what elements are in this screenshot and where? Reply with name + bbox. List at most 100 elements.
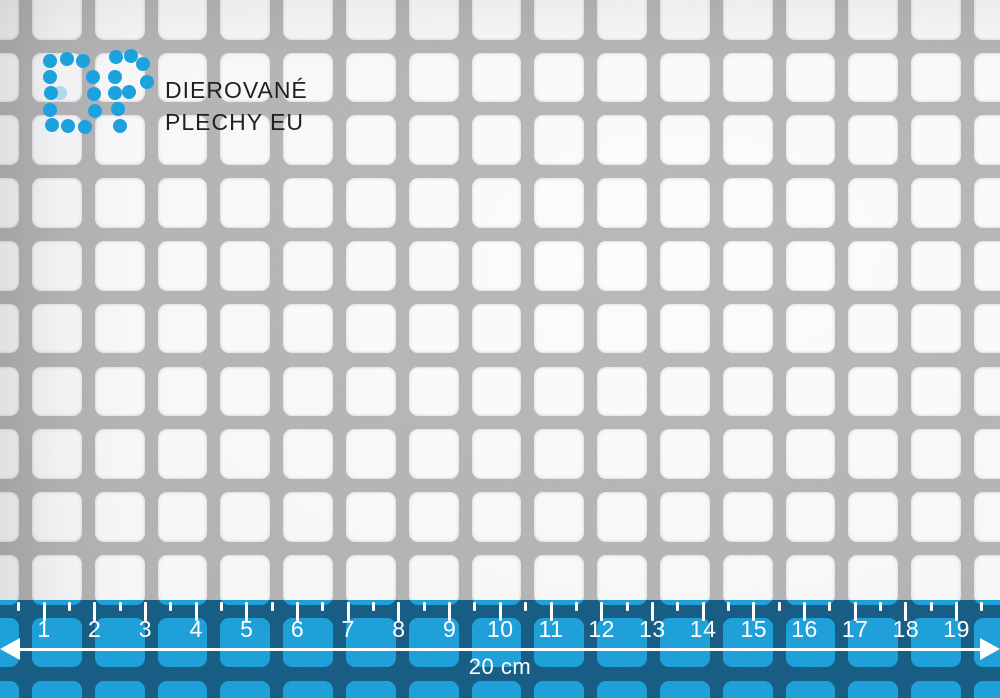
ruler-number: 19 <box>943 616 970 642</box>
hole <box>597 240 647 291</box>
ruler-tick-minor <box>828 602 832 611</box>
hole <box>722 303 773 354</box>
hole <box>785 554 836 605</box>
hole <box>848 492 899 542</box>
hole <box>660 492 710 542</box>
hole <box>94 178 145 228</box>
logo-dot <box>45 118 59 132</box>
logo-dot <box>109 50 123 64</box>
ruler-number: 3 <box>138 616 153 642</box>
hole <box>722 52 773 103</box>
hole <box>471 429 522 480</box>
hole <box>660 429 710 480</box>
hole <box>157 178 208 228</box>
hole <box>597 52 647 103</box>
logo-dot <box>43 70 57 84</box>
hole <box>974 0 1000 40</box>
ruler-tick-minor <box>777 602 781 611</box>
hole <box>408 429 459 480</box>
ruler-number: 16 <box>791 616 818 642</box>
ruler-number: 8 <box>392 616 406 642</box>
hole <box>471 303 522 354</box>
ruler-hole <box>534 680 585 698</box>
ruler-hole <box>471 680 522 698</box>
ruler-tick-minor <box>321 602 325 611</box>
logo-dot <box>87 87 101 101</box>
ruler-hole <box>848 680 899 698</box>
ruler-number: 12 <box>588 616 615 642</box>
hole <box>785 0 836 40</box>
hole <box>346 0 396 40</box>
hole <box>220 178 271 228</box>
hole <box>534 115 585 166</box>
logo-dot <box>108 86 122 100</box>
hole <box>974 52 1000 103</box>
hole <box>32 366 82 417</box>
hole <box>157 554 208 605</box>
ruler-number: 10 <box>487 616 514 642</box>
hole <box>785 52 836 103</box>
hole <box>94 303 145 354</box>
hole <box>220 429 271 480</box>
ruler-tick-minor <box>67 602 71 611</box>
ruler-tick-minor <box>726 602 730 611</box>
hole <box>283 178 333 228</box>
measure-line <box>13 648 987 651</box>
ruler-hole <box>0 680 19 698</box>
hole <box>911 366 961 417</box>
hole <box>848 0 899 40</box>
hole <box>660 0 710 40</box>
ruler-number: 1 <box>37 616 51 642</box>
hole <box>597 492 647 542</box>
hole <box>94 554 145 605</box>
hole <box>534 554 585 605</box>
hole <box>471 178 522 228</box>
ruler-tick-minor <box>879 602 883 611</box>
hole <box>346 240 396 291</box>
ruler-hole <box>722 680 773 698</box>
hole <box>848 554 899 605</box>
hole <box>0 303 19 354</box>
hole <box>408 115 459 166</box>
hole <box>722 429 773 480</box>
hole <box>346 115 396 166</box>
hole <box>722 554 773 605</box>
hole <box>534 240 585 291</box>
hole <box>722 115 773 166</box>
hole <box>471 366 522 417</box>
hole <box>408 178 459 228</box>
hole <box>157 303 208 354</box>
hole <box>32 178 82 228</box>
hole <box>785 178 836 228</box>
hole <box>848 115 899 166</box>
hole <box>911 303 961 354</box>
hole <box>471 0 522 40</box>
hole <box>346 52 396 103</box>
hole <box>94 366 145 417</box>
hole <box>157 366 208 417</box>
hole <box>597 429 647 480</box>
ruler-hole <box>785 680 836 698</box>
hole <box>974 366 1000 417</box>
hole <box>408 366 459 417</box>
hole <box>660 366 710 417</box>
hole <box>32 429 82 480</box>
hole <box>32 492 82 542</box>
ruler-number: 18 <box>892 616 920 642</box>
hole <box>597 115 647 166</box>
hole <box>346 178 396 228</box>
hole <box>848 240 899 291</box>
hole <box>283 554 333 605</box>
hole <box>974 303 1000 354</box>
hole <box>911 178 961 228</box>
hole <box>346 429 396 480</box>
ruler-hole <box>597 680 647 698</box>
ruler-hole <box>346 600 396 605</box>
hole <box>32 303 82 354</box>
ruler-tick-minor <box>473 602 477 611</box>
hole <box>534 429 585 480</box>
ruler-tick-minor <box>169 602 173 611</box>
ruler-hole <box>974 680 1000 698</box>
hole <box>660 178 710 228</box>
